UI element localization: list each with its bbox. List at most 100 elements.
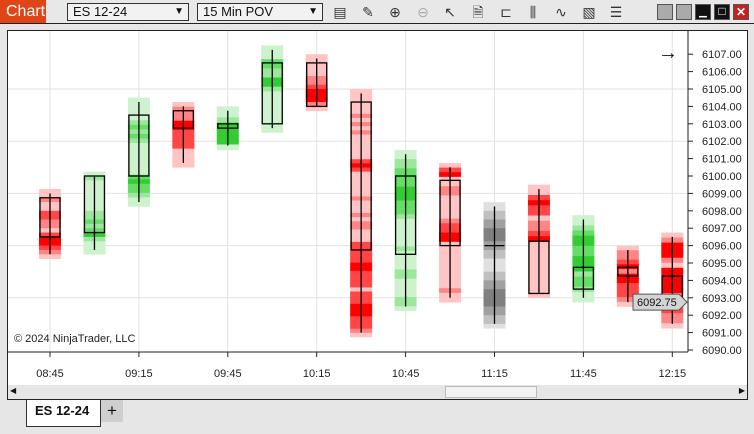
close-icon[interactable]: ✕ — [733, 4, 749, 20]
candle — [261, 45, 284, 133]
volume-profile-cell — [127, 201, 150, 207]
volume-profile-cell — [172, 102, 195, 108]
volume-profile-cell — [616, 301, 639, 307]
time-tick-label: 11:15 — [481, 368, 508, 380]
time-tick-label: 12:15 — [659, 368, 687, 380]
volume-profile-cell — [39, 189, 61, 194]
price-tick-label: 6095.00 — [702, 258, 742, 270]
volume-profile-cell — [439, 162, 462, 168]
volume-profile-cell — [127, 97, 150, 103]
price-tick-label: 6098.00 — [702, 206, 742, 218]
volume-profile-cell — [305, 106, 328, 112]
volume-profile-cell — [394, 149, 417, 155]
volume-profile-cell — [483, 323, 506, 329]
list-icon[interactable]: ☰ — [609, 4, 623, 20]
interval-value: 15 Min POV — [203, 4, 274, 19]
candle-body — [306, 62, 328, 108]
scroll-left-icon[interactable]: ◀ — [10, 386, 17, 395]
volume-profile-cell — [572, 297, 595, 303]
horizontal-scrollbar[interactable]: ◀ ▶ — [8, 385, 747, 399]
time-tick-label: 11:45 — [570, 368, 597, 380]
price-tick-label: 6099.00 — [702, 188, 742, 200]
candle-body — [350, 101, 372, 251]
zoom-in-icon[interactable]: ⊕ — [389, 4, 401, 20]
add-tab-button[interactable]: + — [101, 400, 123, 422]
indicators-icon[interactable]: ∿ — [555, 4, 567, 20]
price-tick-label: 6105.00 — [702, 84, 742, 96]
price-tick-label: 6104.00 — [702, 101, 742, 113]
candle — [83, 171, 106, 255]
price-tick-label: 6100.00 — [702, 171, 742, 183]
link-button-icon[interactable] — [657, 4, 673, 20]
candle-body — [172, 110, 195, 129]
volume-profile-cell — [261, 45, 284, 51]
candle-body — [39, 197, 61, 238]
candle-body — [217, 123, 239, 129]
price-tick-label: 6093.00 — [702, 293, 742, 305]
candle — [572, 215, 595, 303]
window-title: Chart — [0, 0, 46, 23]
candle-body — [83, 175, 106, 234]
strategies-icon[interactable]: ▧ — [582, 4, 596, 20]
volume-profile-cell — [39, 254, 61, 259]
candle — [39, 189, 61, 259]
zoom-out-icon[interactable]: ⊖ — [417, 4, 429, 20]
time-tick-label: 10:15 — [303, 368, 331, 380]
copyright: © 2024 NinjaTrader, LLC — [14, 333, 136, 345]
candle-body — [394, 175, 417, 255]
chart-panel[interactable] — [7, 30, 748, 400]
candle — [172, 102, 195, 168]
volume-profile-cell — [483, 202, 506, 207]
price-tick-label: 6101.00 — [702, 154, 742, 166]
price-tick-label: 6090.00 — [702, 345, 742, 357]
time-tick-label: 09:45 — [214, 368, 242, 380]
price-tick-label: 6092.00 — [702, 310, 742, 322]
pointer-icon[interactable]: ↖ — [444, 4, 456, 20]
current-price-marker — [632, 293, 688, 311]
candle — [394, 149, 417, 312]
candle-body — [439, 179, 461, 247]
volume-profile-cell — [661, 232, 684, 238]
candle-body — [528, 240, 550, 295]
minimize-icon[interactable]: ▁ — [695, 4, 711, 20]
volume-profile-cell — [350, 89, 373, 94]
candle — [616, 245, 639, 307]
templates-icon[interactable]: ⊏ — [500, 4, 512, 20]
time-tick-label: 09:15 — [125, 368, 153, 380]
volume-profile-cell — [439, 297, 462, 303]
price-tick-label: 6097.00 — [702, 223, 742, 235]
properties-icon[interactable]: 🗎 — [472, 4, 484, 20]
interval-selector[interactable]: 15 Min POV ▼ — [197, 3, 323, 21]
candle — [527, 184, 550, 299]
data-series-icon[interactable]: ▤ — [333, 4, 347, 20]
volume-profile-cell — [172, 162, 195, 168]
instrument-value: ES 12-24 — [73, 4, 128, 19]
tab-es-12-24[interactable]: ES 12-24 — [26, 400, 101, 427]
chart-canvas[interactable]: 08:45 09:15 09:45 10:15 10:45 11:15 11:45 12:15… — [0, 0, 754, 400]
volume-profile-cell — [83, 171, 106, 177]
candle — [305, 54, 328, 112]
scroll-right-icon[interactable]: ▶ — [738, 386, 745, 395]
instrument-selector[interactable]: ES 12-24 ▼ — [67, 3, 189, 21]
candle-body — [617, 266, 639, 277]
chevron-down-icon: ▼ — [174, 6, 184, 17]
candle-body — [572, 266, 595, 290]
price-tick-label: 6102.00 — [702, 136, 742, 148]
candle — [127, 97, 150, 207]
chart-toolbar: Chart ES 12-24 ▼ 15 Min POV ▼ ▤ ✎ ⊕ ⊖ ↖ 🗎 … — [0, 0, 754, 24]
volume-profile-cell — [661, 323, 684, 329]
price-tick-label: 6106.00 — [702, 67, 742, 79]
volume-profile-cell — [572, 215, 595, 221]
bar-chart-icon[interactable]: ⫼ — [529, 4, 537, 20]
candle — [350, 89, 373, 338]
chevron-down-icon: ▼ — [308, 6, 318, 17]
volume-profile-cell — [350, 332, 373, 338]
volume-profile-cell — [394, 306, 417, 312]
scrollbar-thumb[interactable] — [445, 386, 537, 398]
price-tick-label: 6096.00 — [702, 241, 742, 253]
pencil-icon[interactable]: ✎ — [362, 4, 374, 20]
volume-profile-cell — [305, 54, 328, 59]
volume-profile-cell — [527, 292, 550, 299]
link-button-2-icon[interactable] — [676, 4, 692, 20]
maximize-icon[interactable]: □ — [714, 4, 730, 20]
